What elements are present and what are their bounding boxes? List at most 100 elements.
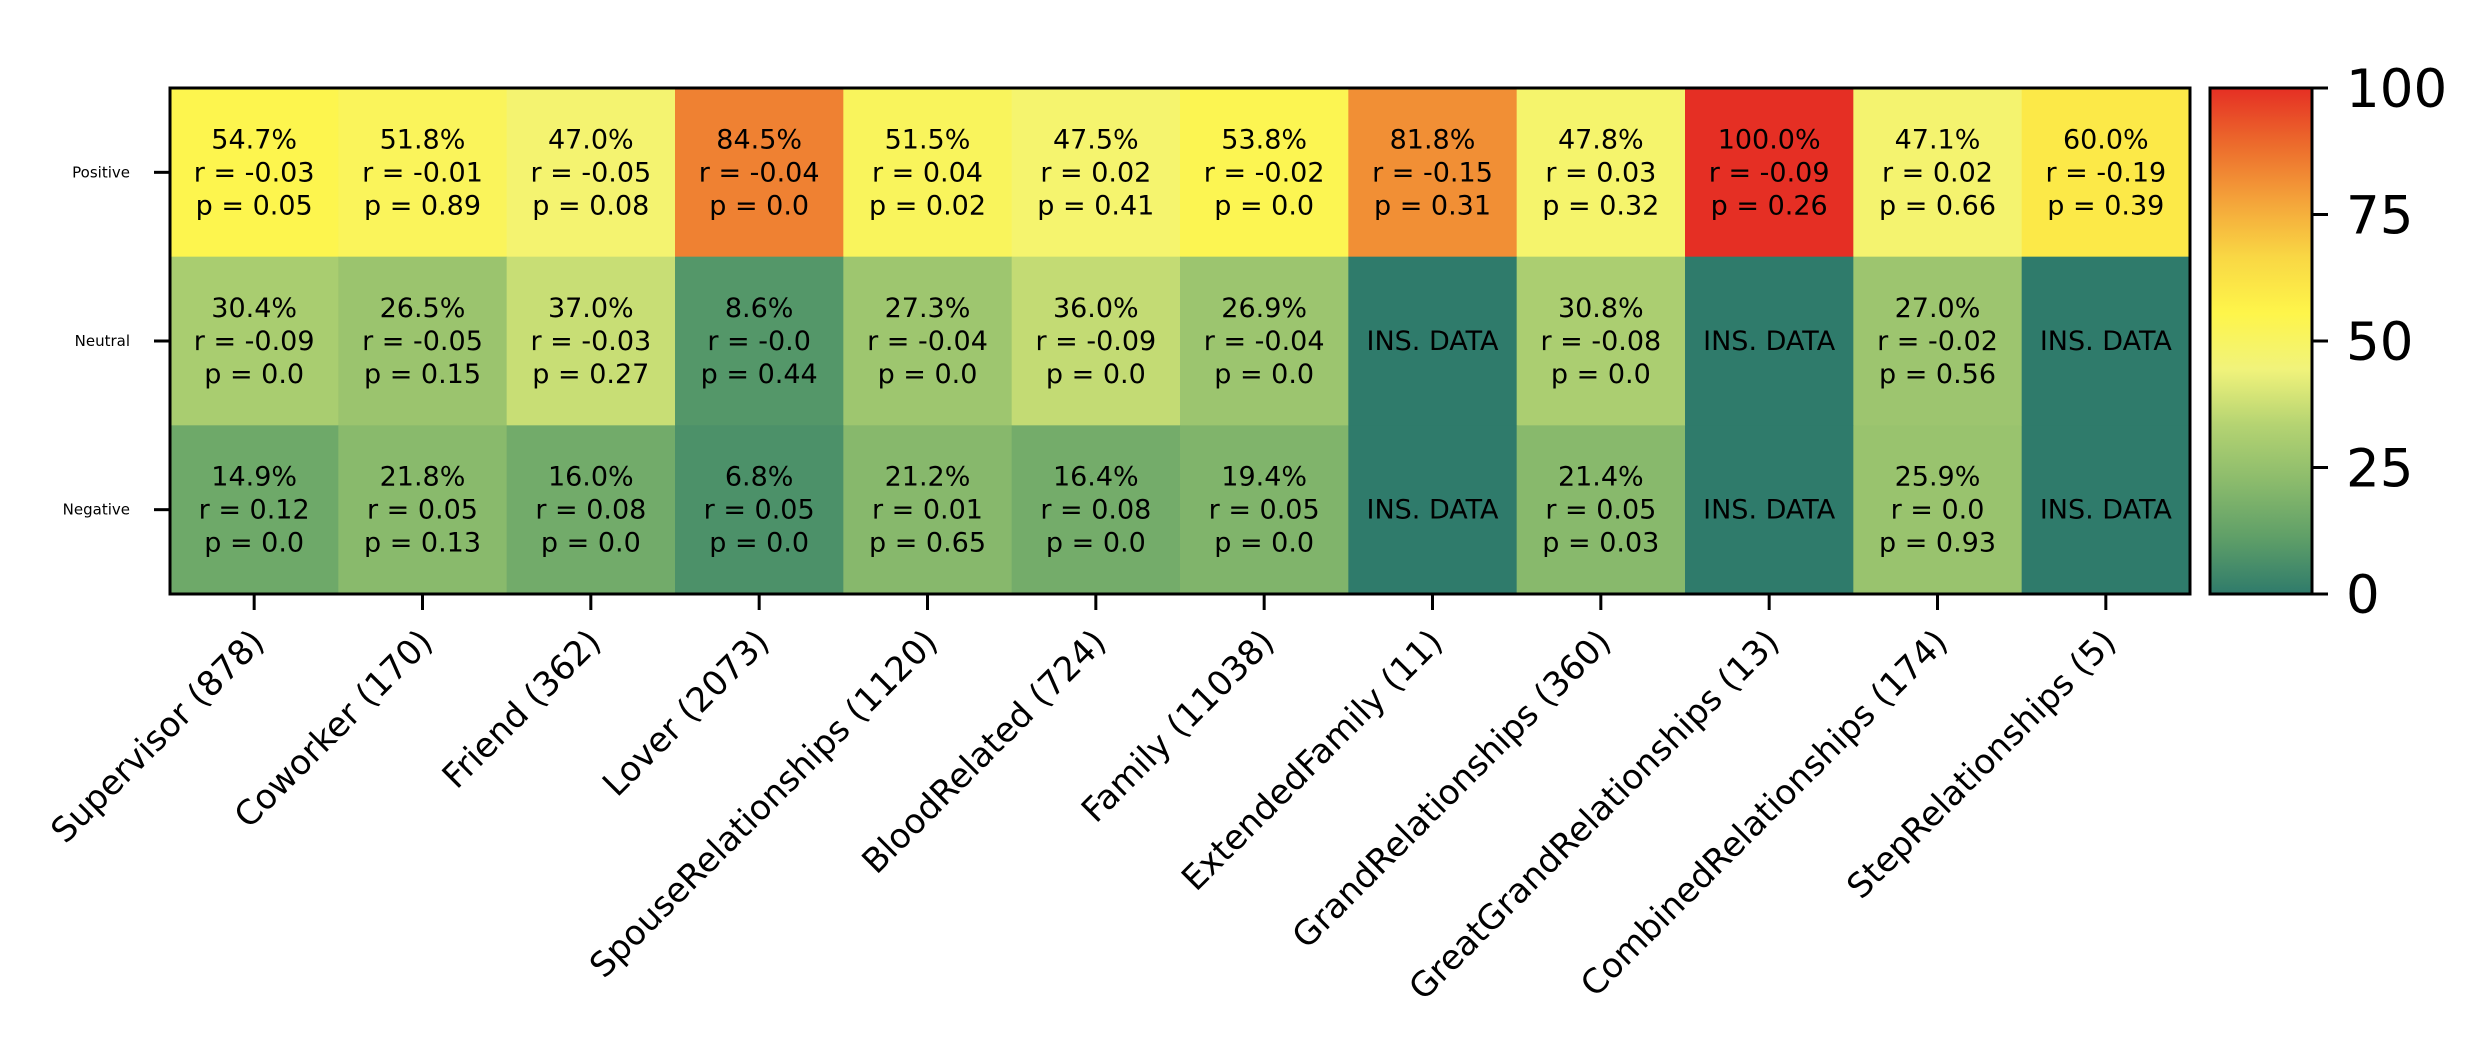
cell-label: 81.8% bbox=[1390, 124, 1476, 155]
cell-label: p = 0.93 bbox=[1879, 528, 1996, 559]
cell-label: 27.3% bbox=[885, 293, 971, 324]
cell-label: 21.2% bbox=[885, 462, 971, 493]
heatmap-cell bbox=[506, 256, 676, 426]
cell-label: 84.5% bbox=[716, 124, 802, 155]
heatmap-cell bbox=[506, 88, 676, 258]
colorbar-tick-label: 0 bbox=[2346, 565, 2380, 626]
cell-label: INS. DATA bbox=[2040, 495, 2173, 526]
cell-label: p = 0.66 bbox=[1879, 190, 1996, 221]
cell-label: r = 0.05 bbox=[704, 495, 815, 526]
cell-label: p = 0.05 bbox=[196, 190, 313, 221]
cell-label: 27.0% bbox=[1895, 293, 1981, 324]
cell-label: p = 0.0 bbox=[1214, 528, 1314, 559]
cell-label: p = 0.44 bbox=[701, 359, 818, 390]
x-tick-label: SpouseRelationships (1120) bbox=[582, 622, 946, 986]
cell-label: p = 0.56 bbox=[1879, 359, 1996, 390]
cell-label: r = 0.05 bbox=[1209, 495, 1320, 526]
heatmap-cell bbox=[1348, 425, 1518, 595]
cell-label: r = -0.04 bbox=[1204, 326, 1325, 357]
colorbar: 0 25 50 75 100 bbox=[2208, 59, 2447, 626]
cell-label: 30.8% bbox=[1558, 293, 1644, 324]
cell-label: p = 0.0 bbox=[709, 190, 809, 221]
y-axis: Positive Neutral Negative bbox=[63, 163, 170, 519]
cell-label: r = -0.04 bbox=[699, 157, 820, 188]
cell-label: 51.5% bbox=[885, 124, 971, 155]
cell-label: 26.9% bbox=[1221, 293, 1307, 324]
heatmap-cell bbox=[1516, 425, 1686, 595]
cell-label: r = -0.0 bbox=[707, 326, 811, 357]
cell-label: 19.4% bbox=[1221, 462, 1307, 493]
x-tick-label: GrandRelationships (360) bbox=[1285, 622, 1619, 956]
heatmap-cell bbox=[1853, 425, 2023, 595]
heatmap-cell bbox=[675, 256, 844, 426]
cell-label: INS. DATA bbox=[1703, 495, 1836, 526]
heatmap-cell bbox=[170, 88, 339, 258]
heatmap-cell bbox=[1011, 256, 1181, 426]
cell-label: 53.8% bbox=[1221, 124, 1307, 155]
cell-label: r = -0.02 bbox=[1877, 326, 1998, 357]
cell-label: r = 0.05 bbox=[1545, 495, 1656, 526]
heatmap-cell bbox=[675, 88, 844, 258]
cell-label: p = 0.27 bbox=[532, 359, 649, 390]
cell-label: p = 0.0 bbox=[204, 528, 304, 559]
cell-label: INS. DATA bbox=[2040, 326, 2173, 357]
cell-label: 60.0% bbox=[2063, 124, 2149, 155]
cell-label: p = 0.0 bbox=[1046, 359, 1146, 390]
cell-label: p = 0.0 bbox=[878, 359, 978, 390]
cell-label: 25.9% bbox=[1895, 462, 1981, 493]
cell-label: p = 0.13 bbox=[364, 528, 481, 559]
heatmap-cell bbox=[1180, 425, 1349, 595]
heatmap-cell bbox=[1180, 88, 1349, 258]
heatmap-cell bbox=[843, 256, 1013, 426]
cell-label: p = 0.03 bbox=[1542, 528, 1659, 559]
heatmap-cell bbox=[338, 425, 508, 595]
cell-label: 47.5% bbox=[1053, 124, 1139, 155]
heatmap-cells bbox=[170, 88, 2191, 595]
cell-label: p = 0.0 bbox=[1551, 359, 1651, 390]
heatmap-cell bbox=[506, 425, 676, 595]
cell-label: r = 0.02 bbox=[1040, 157, 1151, 188]
cell-label: 47.8% bbox=[1558, 124, 1644, 155]
x-tick-label: Lover (2073) bbox=[595, 622, 777, 804]
cell-label: r = 0.08 bbox=[535, 495, 646, 526]
cell-label: INS. DATA bbox=[1703, 326, 1836, 357]
cell-label: r = -0.05 bbox=[530, 157, 651, 188]
colorbar-gradient bbox=[2208, 86, 2314, 596]
x-tick-label: Friend (362) bbox=[435, 622, 610, 797]
cell-label: r = 0.02 bbox=[1882, 157, 1993, 188]
cell-label: r = -0.09 bbox=[194, 326, 315, 357]
heatmap-cell bbox=[170, 256, 339, 426]
heatmap-cell bbox=[1011, 425, 1181, 595]
cell-label: r = 0.08 bbox=[1040, 495, 1151, 526]
heatmap-cell bbox=[1685, 256, 1854, 426]
cell-label: r = 0.03 bbox=[1545, 157, 1656, 188]
cell-label: 14.9% bbox=[211, 462, 297, 493]
x-tick-label: CombinedRelationships (174) bbox=[1573, 622, 1956, 1005]
cell-label: p = 0.02 bbox=[869, 190, 986, 221]
cell-label: p = 0.15 bbox=[364, 359, 481, 390]
heatmap-cell bbox=[2021, 256, 2191, 426]
colorbar-tick-label: 25 bbox=[2346, 439, 2413, 500]
cell-label: p = 0.0 bbox=[541, 528, 641, 559]
cell-label: 21.8% bbox=[380, 462, 466, 493]
heatmap-cell bbox=[843, 88, 1013, 258]
cell-label: r = 0.05 bbox=[367, 495, 478, 526]
heatmap-cell bbox=[1348, 256, 1518, 426]
heatmap-cell bbox=[2021, 425, 2191, 595]
cell-label: r = 0.0 bbox=[1891, 495, 1985, 526]
cell-label: r = -0.03 bbox=[530, 326, 651, 357]
cell-label: 51.8% bbox=[380, 124, 466, 155]
cell-label: 54.7% bbox=[211, 124, 297, 155]
cell-label: r = -0.08 bbox=[1540, 326, 1661, 357]
cell-label: r = -0.04 bbox=[867, 326, 988, 357]
cell-label: 30.4% bbox=[211, 293, 297, 324]
heatmap-cell bbox=[1011, 88, 1181, 258]
cell-label: p = 0.0 bbox=[1214, 359, 1314, 390]
cell-label: 26.5% bbox=[380, 293, 466, 324]
cell-label: p = 0.32 bbox=[1542, 190, 1659, 221]
heatmap-cell bbox=[1685, 88, 1854, 258]
cell-label: p = 0.08 bbox=[532, 190, 649, 221]
cell-label: p = 0.0 bbox=[709, 528, 809, 559]
